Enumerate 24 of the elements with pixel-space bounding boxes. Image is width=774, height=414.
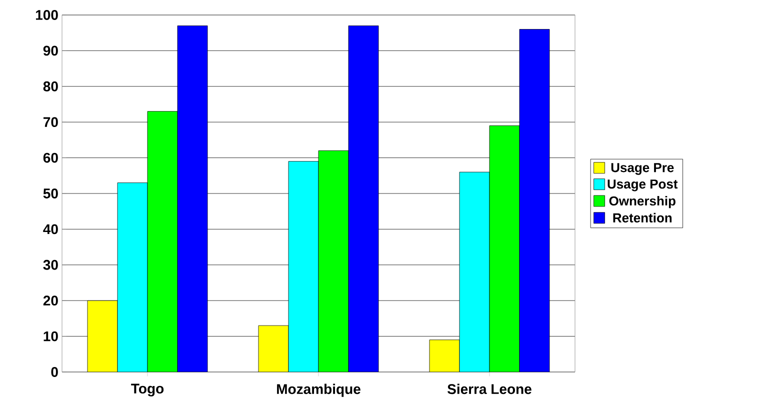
legend-label: Usage Pre: [611, 163, 674, 175]
x-tick-label: Sierra Leone: [448, 384, 532, 394]
y-tick-label: 80: [43, 81, 58, 92]
y-tick-label: 20: [43, 296, 58, 306]
bar: [117, 182, 148, 372]
legend-label: Ownership: [609, 196, 676, 208]
y-tick-label: 100: [36, 10, 58, 20]
bar: [288, 161, 319, 372]
legend-label: Usage Post: [608, 180, 678, 192]
y-tick-label: 70: [44, 117, 58, 128]
y-tick-label: 30: [43, 260, 58, 270]
y-tick-label: 0: [51, 367, 58, 377]
y-tick-label: 60: [43, 152, 58, 163]
legend-label: Retention: [613, 212, 672, 222]
bar: [459, 172, 490, 372]
y-tick-label: 90: [43, 46, 58, 56]
bar: [429, 340, 460, 372]
x-tick-label: Togo: [131, 384, 164, 396]
x-tick-label: Mozambique: [277, 384, 360, 397]
y-tick-label: 50: [43, 188, 58, 198]
y-tick-label: 10: [44, 331, 58, 342]
bar: [258, 325, 289, 372]
bar: [87, 300, 118, 372]
y-tick-label: 40: [43, 224, 58, 234]
